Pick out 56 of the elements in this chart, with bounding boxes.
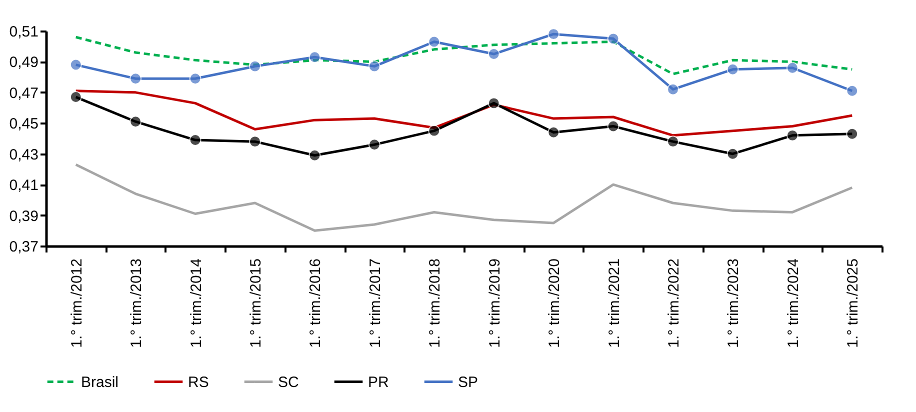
x-tick-label: 1.° trim./2018 [426,258,444,348]
point [846,84,858,97]
legend-label: SP [458,374,478,391]
point [308,149,321,162]
point [249,60,261,72]
point [130,116,142,128]
x-tick-label: 1.° trim./2014 [188,258,205,348]
line-series [74,163,854,232]
point [368,60,380,72]
x-tick-label: 1.° trim./2021 [606,258,623,348]
point [428,36,440,48]
point [786,129,798,142]
x-tick-label: 1.° trim./2025 [844,258,862,348]
legend-label: RS [188,374,209,391]
y-tick-label: 0,49 [9,54,38,72]
point [726,63,739,76]
point [368,138,380,151]
point [130,72,142,85]
point [70,58,82,71]
x-tick-label: 1.° trim./2020 [546,258,564,348]
point [189,72,202,85]
point [846,128,858,140]
point [548,28,560,40]
y-tick-label: 0,41 [9,177,38,194]
point [189,134,202,146]
legend-label: PR [368,374,390,391]
x-tick-label: 1.° trim./2019 [486,258,504,348]
y-tick-label: 0,47 [9,84,38,102]
x-tick-label: 1.° trim./2013 [128,258,146,348]
legend-label: Brasil [81,374,119,391]
point [249,136,261,148]
point [488,48,500,60]
point [548,126,560,138]
legend-label: SC [278,374,300,391]
x-tick-label: 1.° trim./2015 [248,258,264,348]
x-tick-label: 1.° trim./2017 [366,258,384,348]
y-tick-label: 0,51 [9,24,38,40]
point [667,136,679,148]
point [70,91,82,103]
y-tick-label: 0,39 [9,208,38,225]
x-tick-label: 1.° trim./2012 [68,258,86,348]
x-tick-label: 1.° trim./2022 [666,258,682,348]
point [308,51,321,64]
y-tick-label: 0,43 [9,146,38,164]
point [488,97,500,110]
x-tick-label: 1.° trim./2016 [307,258,324,348]
y-tick-label: 0,37 [9,238,38,256]
point [786,62,798,74]
x-tick-label: 1.° trim./2024 [784,258,802,348]
x-tick-label: 1.° trim./2023 [725,258,742,348]
point [428,124,440,137]
point [667,83,679,96]
y-tick-label: 0,45 [9,116,38,133]
point [607,32,620,45]
point [607,120,620,132]
point [726,148,739,160]
